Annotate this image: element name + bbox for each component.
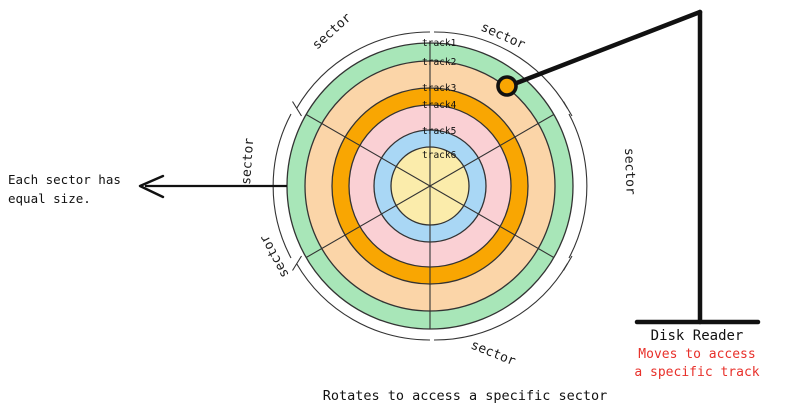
sector-label-bottom-right: sector — [469, 338, 518, 370]
sector-arc-bottom-right-tick — [563, 255, 573, 271]
sector-label-right: sector — [621, 148, 638, 196]
track-labels: track1 track2 track3 track4 track5 track… — [422, 38, 457, 161]
equal-size-arrow-head-icon — [138, 174, 165, 199]
sector-label-top-left: sector — [310, 10, 355, 53]
sector-label-left: sector — [239, 137, 257, 185]
sector-arc-top-right-tick — [563, 101, 573, 117]
disk-reader-note-line1: Moves to access — [638, 347, 755, 362]
sector-arc-top-left-tick-start — [292, 101, 302, 117]
sector-arc-bottom-left-tick — [292, 255, 302, 271]
reader-head-icon — [496, 75, 518, 97]
track-label-1: track1 — [422, 38, 457, 49]
track-label-6: track6 — [422, 150, 457, 161]
equal-size-note-line2: equal size. — [8, 191, 91, 206]
sector-divider-lines — [305, 43, 555, 329]
sector-divider-3 — [429, 114, 555, 187]
sector-arc-bottom-left — [296, 263, 431, 341]
track-label-3: track3 — [422, 83, 456, 94]
disk-reader-note-line2: a specific track — [634, 365, 759, 380]
sector-divider-5 — [305, 114, 431, 187]
track-label-4: track4 — [422, 100, 457, 111]
reader-arm-diagonal — [511, 9, 703, 87]
disk-reader-assembly: Disk Reader Moves to access a specific t… — [496, 9, 761, 380]
equal-size-note-line1: Each sector has — [8, 172, 121, 187]
sector-divider-2 — [429, 185, 555, 258]
sector-divider-6 — [305, 185, 431, 258]
sector-arc-top-left — [296, 31, 431, 109]
track-label-2: track2 — [422, 57, 456, 68]
sector-arc-right — [568, 113, 588, 259]
sector-arc-top-right — [433, 31, 568, 109]
bottom-caption: Rotates to access a specific sector — [323, 388, 607, 404]
sector-label-bottom-left: sector — [257, 232, 292, 281]
sector-arc-bottom-right — [433, 263, 568, 341]
equal-size-annotation: Each sector has equal size. — [8, 172, 287, 206]
track-label-5: track5 — [422, 126, 456, 137]
disk-reader-title: Disk Reader — [651, 328, 744, 344]
